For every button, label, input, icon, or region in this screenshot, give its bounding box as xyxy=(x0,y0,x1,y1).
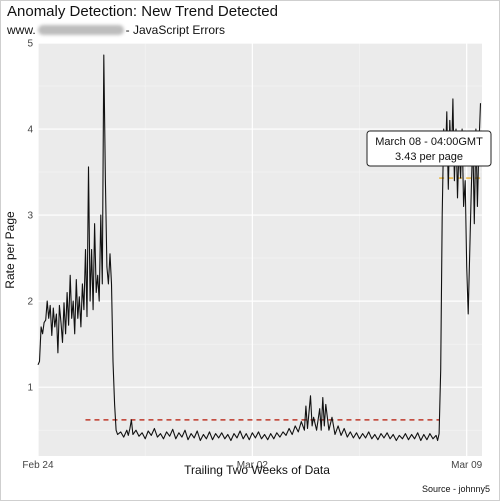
subtitle-suffix: - JavaScript Errors xyxy=(125,23,226,37)
x-tick-label: Mar 09 xyxy=(451,460,483,471)
grid-lines xyxy=(37,42,482,456)
y-tick-label: 1 xyxy=(27,383,33,394)
series-line xyxy=(37,54,482,442)
subtitle-prefix: www. xyxy=(7,23,36,37)
tooltip-value: 3.43 per page xyxy=(395,151,463,163)
tooltip-date: March 08 - 04:00GMT xyxy=(375,136,483,148)
chart-title: Anomaly Detection: New Trend Detected xyxy=(7,3,278,20)
value-tooltip: March 08 - 04:00GMT 3.43 per page xyxy=(366,130,492,167)
y-tick-label: 2 xyxy=(27,297,33,308)
y-tick-label: 4 xyxy=(27,125,33,136)
source-caption: Source - johnny5 xyxy=(422,484,490,494)
x-axis-title: Trailing Two Weeks of Data xyxy=(184,463,330,477)
x-tick-label: Feb 24 xyxy=(22,460,54,471)
redacted-domain xyxy=(37,25,124,35)
y-tick-label: 3 xyxy=(27,211,33,222)
x-tick-label: Mar 02 xyxy=(237,460,269,471)
y-axis-title: Rate per Page xyxy=(3,211,17,289)
y-tick-labels: 1 2 3 4 5 xyxy=(27,39,33,394)
chart-subtitle: www. - JavaScript Errors xyxy=(7,23,225,37)
x-tick-labels: Feb 24 Mar 02 Mar 09 xyxy=(22,460,482,471)
y-tick-label: 5 xyxy=(27,39,33,50)
tooltip-box xyxy=(366,130,492,167)
